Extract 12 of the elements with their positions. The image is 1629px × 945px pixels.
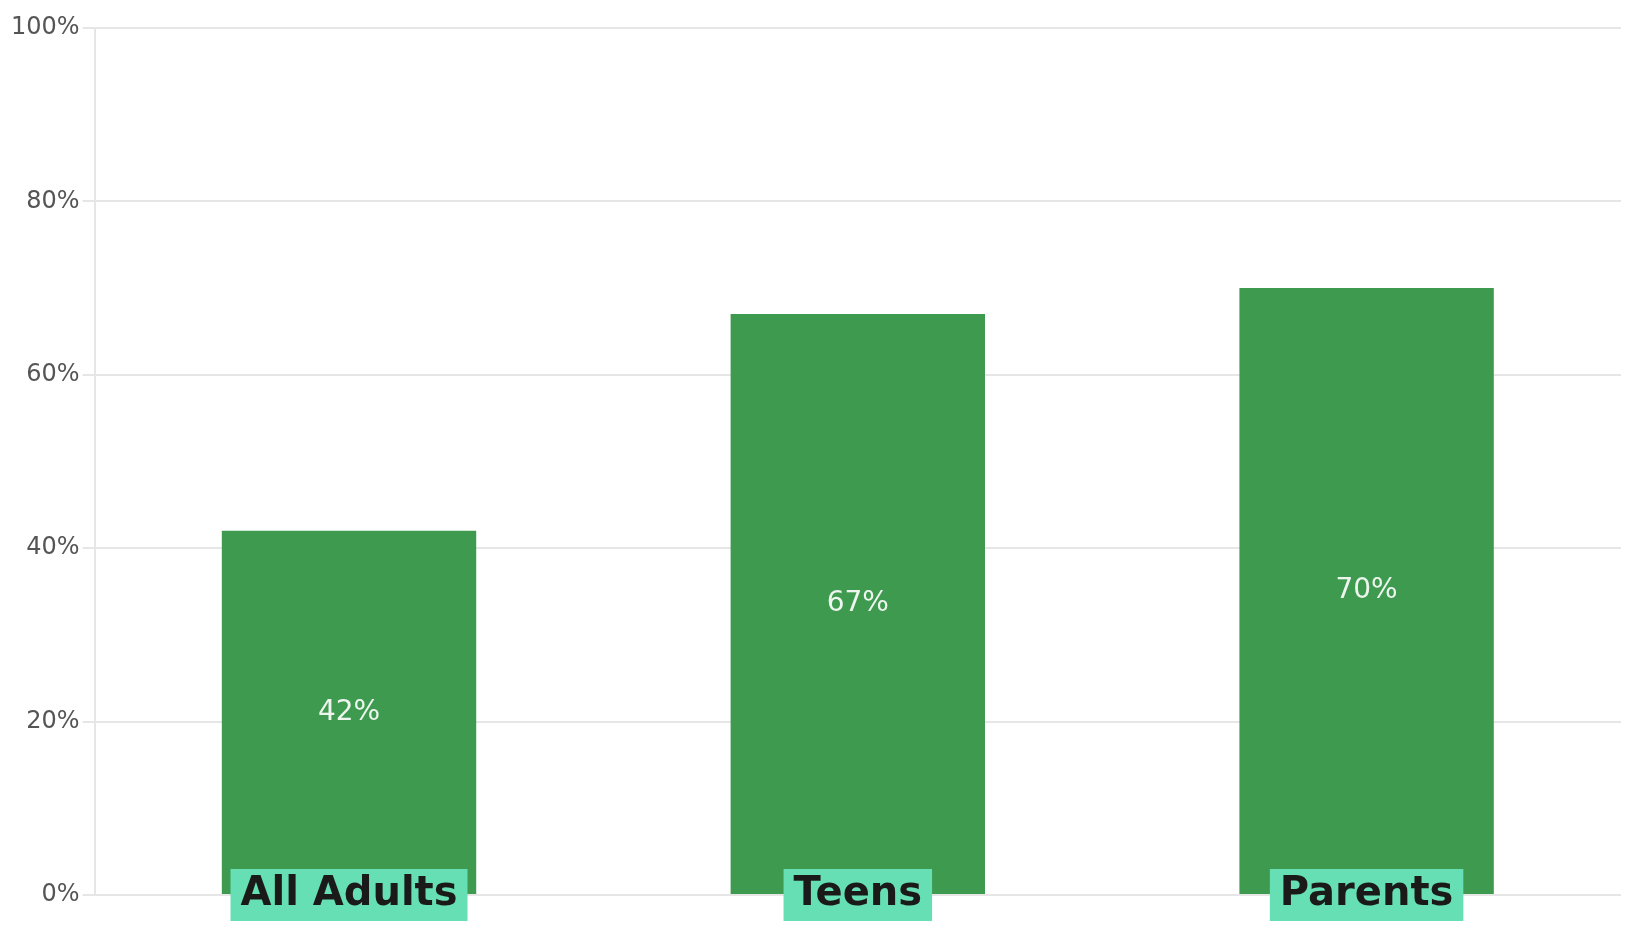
y-tick-label: 100%: [10, 12, 80, 41]
x-tick-label: Teens: [793, 868, 923, 915]
y-tick-label: 20%: [26, 705, 80, 734]
y-tick-label: 60%: [26, 359, 80, 388]
data-label: 67%: [826, 585, 889, 619]
data-label: 70%: [1335, 572, 1398, 606]
y-tick-label: 80%: [26, 185, 80, 214]
x-tick-label: All Adults: [240, 868, 458, 915]
y-tick-label: 40%: [26, 532, 80, 561]
data-label: 42%: [317, 693, 381, 727]
x-tick-label: Parents: [1279, 868, 1454, 915]
y-tick-label: 0%: [41, 879, 80, 908]
